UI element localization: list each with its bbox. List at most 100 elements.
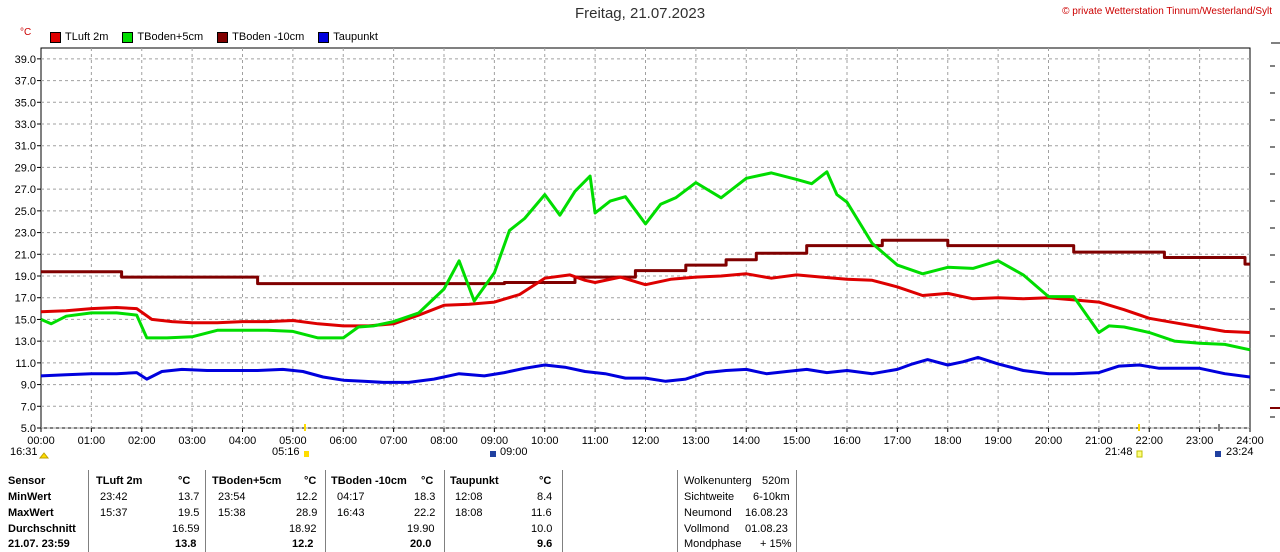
- moon-time: 23:24: [1226, 446, 1254, 458]
- col-header-tboden10: TBoden -10cm: [331, 475, 407, 487]
- last-value: 20.0: [410, 538, 432, 550]
- y-tick-label: 35.0: [15, 97, 36, 109]
- x-tick-label: 00:00: [27, 435, 55, 447]
- separator: [88, 470, 89, 552]
- y-tick-label: 9.0: [21, 380, 36, 392]
- max-time: 18:08: [455, 507, 483, 519]
- min-value: 18.3: [414, 491, 436, 503]
- y-tick-label: 17.0: [15, 293, 36, 305]
- info-value: 6-10km: [753, 491, 790, 503]
- x-tick-label: 17:00: [884, 435, 912, 447]
- x-tick-label: 02:00: [128, 435, 156, 447]
- sunrise-marker-icon: [38, 452, 50, 459]
- separator: [562, 470, 563, 552]
- last-value: 9.6: [537, 538, 553, 550]
- y-tick-label: 31.0: [15, 141, 36, 153]
- x-tick-label: 16:00: [833, 435, 861, 447]
- legend: TLuft 2m TBoden+5cm TBoden -10cm Taupunk…: [50, 31, 392, 43]
- x-tick-label: 15:00: [783, 435, 811, 447]
- min-time: 23:42: [100, 491, 128, 503]
- separator: [444, 470, 445, 552]
- x-tick-label: 03:00: [178, 435, 206, 447]
- series-line-tboden-10cm-line: [41, 238, 1250, 286]
- x-tick-label: 23:00: [1186, 435, 1214, 447]
- sensor-header: Sensor: [8, 475, 46, 487]
- y-tick-label: 39.0: [15, 54, 36, 66]
- info-value: 01.08.23: [745, 523, 788, 535]
- y-tick-label: 33.0: [15, 119, 36, 131]
- col-header-tluft: TLuft 2m: [96, 475, 143, 487]
- legend-item-tboden5: TBoden+5cm: [122, 31, 203, 43]
- last-value: 12.2: [292, 538, 314, 550]
- separator: [677, 470, 678, 552]
- legend-label: Taupunkt: [333, 31, 378, 43]
- series-line-taupunkt-line: [40, 355, 1251, 384]
- col-unit-taupunkt: °C: [539, 475, 552, 487]
- x-tick-label: 12:00: [632, 435, 660, 447]
- info-label: Sichtweite: [684, 491, 735, 503]
- max-time: 15:38: [218, 507, 246, 519]
- x-tick-label: 22:00: [1135, 435, 1163, 447]
- y-tick-label: 25.0: [15, 206, 36, 218]
- col-header-tboden5: TBoden+5cm: [212, 475, 282, 487]
- sunrise-label: 16:31: [10, 446, 38, 458]
- info-value: 16.08.23: [745, 507, 788, 519]
- legend-swatch: [217, 31, 229, 43]
- legend-label: TBoden+5cm: [137, 31, 204, 43]
- max-time: 16:43: [337, 507, 365, 519]
- copyright-note: © private Wetterstation Tinnum/Westerlan…: [1062, 6, 1272, 17]
- y-tick-label: 7.0: [21, 401, 36, 413]
- max-value: 22.2: [414, 507, 436, 519]
- avg-value: 16.59: [172, 523, 200, 535]
- max-value: 11.6: [531, 507, 552, 519]
- legend-item-tluft: TLuft 2m: [50, 31, 108, 43]
- legend-item-tboden10: TBoden -10cm: [217, 31, 304, 43]
- info-label: Neumond: [684, 507, 732, 519]
- x-tick-label: 10:00: [531, 435, 559, 447]
- x-tick-label: 24:00: [1236, 435, 1264, 447]
- legend-label: TBoden -10cm: [232, 31, 305, 43]
- separator: [796, 470, 797, 552]
- separator: [325, 470, 326, 552]
- x-tick-label: 20:00: [1035, 435, 1063, 447]
- x-tick-label: 19:00: [984, 435, 1012, 447]
- x-tick-label: 04:00: [229, 435, 257, 447]
- min-value: 12.2: [296, 491, 318, 503]
- line-chart: 5.0 7.0 9.0 11.0 13.0 15.0 17.0 19.0 21.0 23.0 25.…: [15, 42, 1280, 459]
- y-tick-label: 37.0: [15, 76, 36, 88]
- unit-label: °C: [20, 27, 32, 38]
- y-tick-label: 29.0: [15, 162, 36, 174]
- legend-item-taupunkt: Taupunkt: [318, 31, 378, 43]
- sunset-time: 21:48: [1105, 446, 1133, 458]
- series-line-tluft-2m-line: [40, 272, 1251, 334]
- x-tick-label: 09:00: [481, 435, 509, 447]
- x-tick-label: 21:00: [1085, 435, 1113, 447]
- x-tick-label: 18:00: [934, 435, 962, 447]
- x-tick-label: 05:00: [279, 435, 307, 447]
- min-value: 8.4: [537, 491, 553, 503]
- x-tick-label: 06:00: [329, 435, 357, 447]
- avg-value: 19.90: [407, 523, 435, 535]
- info-value: + 15%: [760, 538, 792, 550]
- y-tick-label: 11.0: [15, 358, 36, 370]
- y-tick-label: 15.0: [15, 314, 36, 326]
- legend-swatch: [318, 31, 330, 43]
- x-tick-label: 11:00: [582, 435, 609, 447]
- info-label: Wolkenunterg: [684, 475, 752, 487]
- sunrise-icon: [304, 451, 309, 457]
- noon-icon: [490, 451, 496, 457]
- x-tick-label: 01:00: [78, 435, 106, 447]
- plot-area: [40, 47, 1251, 429]
- info-value: 520m: [762, 475, 790, 487]
- row-label-max: MaxWert: [8, 507, 54, 519]
- col-header-taupunkt: Taupunkt: [450, 475, 499, 487]
- max-time: 15:37: [100, 507, 128, 519]
- chart-title: Freitag, 21.07.2023: [574, 5, 706, 22]
- y-tick-label: 23.0: [15, 228, 36, 240]
- y-tick-label: 21.0: [15, 249, 36, 261]
- col-unit-tboden5: °C: [304, 475, 317, 487]
- x-tick-label: 13:00: [682, 435, 710, 447]
- avg-value: 10.0: [531, 523, 553, 535]
- separator: [205, 470, 206, 552]
- row-label-avg: Durchschnitt: [8, 523, 76, 535]
